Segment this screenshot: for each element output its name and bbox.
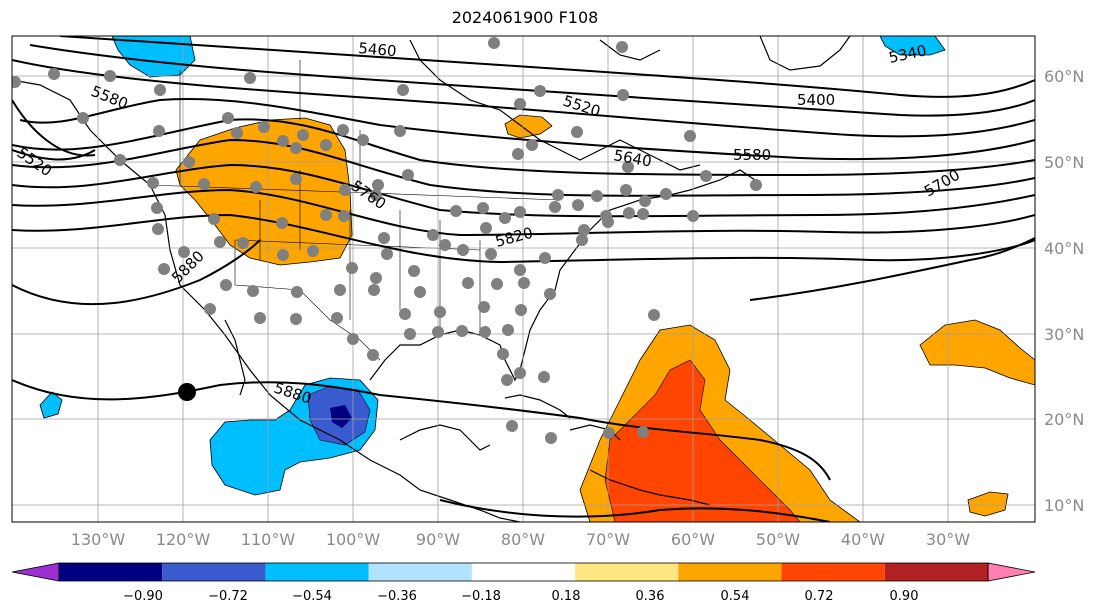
colorbar-tick-label: 0.36 <box>636 589 665 604</box>
colorbar-tick-label: 0.90 <box>890 589 919 604</box>
map-title: 2024061900 F108 <box>451 8 599 27</box>
height-contours <box>12 36 1035 522</box>
colorbar-tick-label: −0.18 <box>461 589 501 604</box>
observation-stations <box>12 37 762 444</box>
colorbar-segment <box>471 563 576 581</box>
colorbar-segment <box>265 563 369 581</box>
lon-label: 50°W <box>756 530 800 549</box>
colorbar <box>11 562 1036 582</box>
colorbar-segment <box>162 563 266 581</box>
lat-label: 60°N <box>1044 67 1084 86</box>
political-borders <box>149 60 561 361</box>
colorbar-segment <box>575 563 679 581</box>
lat-label: 50°N <box>1044 153 1084 172</box>
lon-label: 120°W <box>156 530 211 549</box>
contour-label: 5460 <box>358 39 398 60</box>
colorbar-tick-label: −0.90 <box>123 589 163 604</box>
colorbar-tick-label: −0.54 <box>292 589 332 604</box>
colorbar-tick-label: 0.18 <box>552 589 581 604</box>
lon-label: 60°W <box>671 530 715 549</box>
lon-label: 130°W <box>71 530 126 549</box>
colorbar-segment <box>781 563 885 581</box>
lat-label: 10°N <box>1044 496 1084 515</box>
colorbar-segment <box>884 563 988 581</box>
lat-label: 20°N <box>1044 410 1084 429</box>
colorbar-tick-label: −0.36 <box>377 589 417 604</box>
colorbar-extend-low <box>11 562 60 582</box>
warm-anomaly-south-east <box>967 491 1009 517</box>
lat-label: 40°N <box>1044 239 1084 258</box>
lon-label: 40°W <box>841 530 885 549</box>
colorbar-tick-label: 0.72 <box>805 589 834 604</box>
contour-label: 5400 <box>797 91 835 109</box>
warm-anomaly-atlantic-core <box>604 359 801 522</box>
lon-label: 100°W <box>326 530 381 549</box>
map-border <box>11 35 1036 523</box>
cool-anomaly-mexico-inner <box>330 405 352 428</box>
black-marker-dot <box>178 383 196 401</box>
colorbar-segment <box>59 563 163 581</box>
colorbar-segment <box>368 563 472 581</box>
colorbar-extend-high <box>987 562 1036 582</box>
contour-label: 5580 <box>733 146 771 164</box>
warm-anomaly-hudson <box>504 114 553 139</box>
lon-label: 110°W <box>241 530 296 549</box>
cool-anomaly-greenland <box>879 36 946 56</box>
lon-label: 90°W <box>416 530 460 549</box>
warm-anomaly-east-atlantic <box>919 319 1035 386</box>
colorbar-tick-label: 0.54 <box>721 589 750 604</box>
lon-label: 30°W <box>926 530 970 549</box>
lon-label: 70°W <box>586 530 630 549</box>
longitude-labels: 130°W 120°W 110°W 100°W 90°W 80°W 70°W 6… <box>71 530 970 549</box>
colorbar-border <box>58 562 989 582</box>
colorbar-segment <box>678 563 782 581</box>
colorbar-tick-label: −0.72 <box>208 589 248 604</box>
cool-anomaly-pacific-small <box>39 391 63 419</box>
lon-label: 80°W <box>501 530 545 549</box>
lat-label: 30°N <box>1044 325 1084 344</box>
latitude-labels: 60°N 50°N 40°N 30°N 20°N 10°N <box>1044 67 1084 515</box>
colorbar-labels: −0.90 −0.72 −0.54 −0.36 −0.18 0.18 0.36 … <box>123 589 918 604</box>
